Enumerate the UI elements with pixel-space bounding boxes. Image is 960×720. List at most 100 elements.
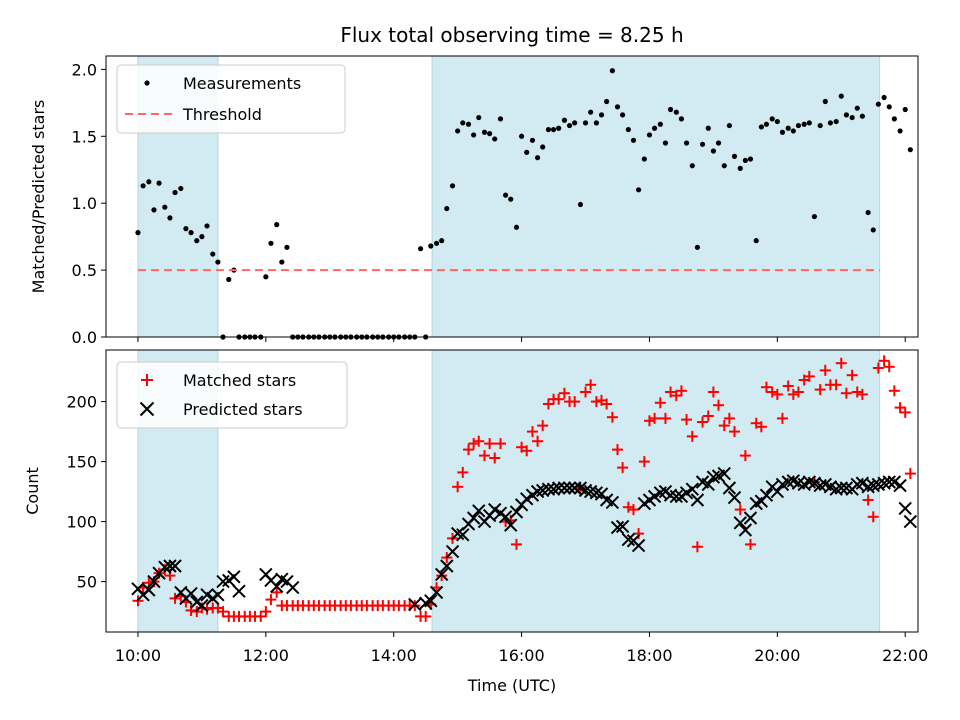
measurement-point (715, 140, 722, 146)
predicted-star-point (147, 574, 161, 589)
matched-star-point (718, 420, 730, 432)
matched-star-point (601, 398, 613, 410)
measurement-point (833, 118, 839, 125)
measurement-point (742, 157, 748, 163)
matched-star-point (883, 361, 895, 373)
matched-star-point (457, 466, 469, 478)
measurement-point (194, 238, 200, 244)
bottom-axes-frame (105, 349, 919, 633)
shaded-interval (431, 55, 881, 338)
predicted-star-point (834, 481, 848, 495)
measurement-point (620, 112, 626, 118)
matched-star-point (771, 388, 783, 400)
matched-star-point (782, 380, 794, 392)
measurement-point (588, 109, 594, 115)
predicted-star-point (653, 486, 668, 500)
matched-star-point (723, 412, 735, 424)
matched-star-point (532, 435, 544, 447)
measurement-point (614, 104, 621, 110)
measurement-point (881, 94, 887, 101)
matched-star-point (201, 603, 213, 615)
matched-star-point (899, 406, 911, 418)
measurement-point (902, 106, 908, 113)
top-y-tick-label: 0.5 (72, 261, 97, 280)
predicted-star-point (504, 518, 518, 532)
top-legend-box (116, 64, 346, 134)
top-panel: 0.00.51.01.52.0 Matched/Predicted stars … (29, 55, 919, 347)
measurement-point (178, 185, 184, 192)
predicted-star-point (168, 559, 182, 573)
predicted-star-point (893, 478, 907, 493)
matched-star-point (473, 435, 485, 447)
predicted-star-point (445, 544, 460, 559)
matched-star-point (580, 386, 592, 398)
matched-star-point (675, 385, 687, 397)
predicted-star-point (546, 482, 561, 496)
measurement-point (907, 147, 913, 153)
measurement-point (140, 183, 146, 189)
measurement-point (859, 113, 865, 119)
measurement-point (545, 126, 552, 133)
matched-star-point (468, 438, 480, 450)
measurement-point (769, 116, 775, 122)
bottom-y-ticks: 50 100 150 200 (66, 393, 106, 592)
predicted-star-point (434, 567, 449, 582)
predicted-star-point (429, 585, 444, 600)
measurement-point (524, 149, 530, 155)
measurement-point (151, 207, 157, 213)
measurement-point (508, 196, 514, 202)
top-y-tick-label: 0.0 (72, 328, 97, 347)
measurement-point (811, 213, 818, 220)
measurement-point (593, 120, 599, 126)
matched-star-point (872, 362, 884, 374)
matched-star-point (452, 481, 464, 493)
predicted-star-point (270, 579, 284, 594)
measurement-point (870, 227, 876, 233)
matched-star-point (670, 390, 682, 402)
measurement-point (439, 238, 445, 244)
bottom-y-tick-label: 200 (66, 393, 97, 412)
matched-star-point (851, 386, 863, 398)
matched-star-point (707, 386, 719, 398)
predicted-star-point (898, 501, 912, 516)
measurement-point (455, 128, 461, 134)
measurement-point (838, 93, 844, 99)
predicted-star-point (631, 538, 646, 553)
measurement-point (572, 120, 578, 126)
measurement-point (449, 183, 456, 189)
bottom-y-tick-label: 150 (66, 453, 97, 472)
measurement-point (444, 205, 450, 212)
predicted-star-point (621, 532, 636, 547)
predicted-star-point (211, 588, 225, 602)
matched-star-point (420, 610, 432, 622)
measurement-point (699, 141, 706, 147)
measurement-point (641, 156, 647, 162)
predicted-star-point (184, 586, 198, 601)
matched-star-point (494, 438, 506, 450)
predicted-star-point (578, 483, 593, 498)
measurement-point (801, 121, 807, 127)
matched-star-point (643, 415, 655, 427)
measurement-point (646, 132, 653, 138)
matched-star-point (633, 528, 645, 540)
legend-predicted-marker (139, 401, 155, 417)
matched-star-point (702, 410, 714, 422)
predicted-star-point (440, 559, 454, 573)
measurement-point (274, 222, 280, 228)
matched-star-point (840, 387, 852, 399)
predicted-star-point (669, 489, 684, 504)
predicted-star-point (472, 504, 486, 518)
top-axes-frame (105, 55, 919, 338)
matched-star-point (558, 387, 570, 399)
measurement-point (577, 201, 584, 208)
top-legend: Measurements Threshold (116, 64, 346, 134)
predicted-star-point (424, 594, 438, 608)
measurement-point (518, 133, 525, 139)
predicted-star-point (743, 511, 758, 525)
predicted-star-point (562, 481, 577, 495)
predicted-star-point (727, 490, 742, 505)
measurement-point (705, 125, 711, 131)
matched-star-point (526, 426, 538, 438)
matched-star-point (569, 396, 581, 408)
predicted-star-point (530, 484, 545, 499)
